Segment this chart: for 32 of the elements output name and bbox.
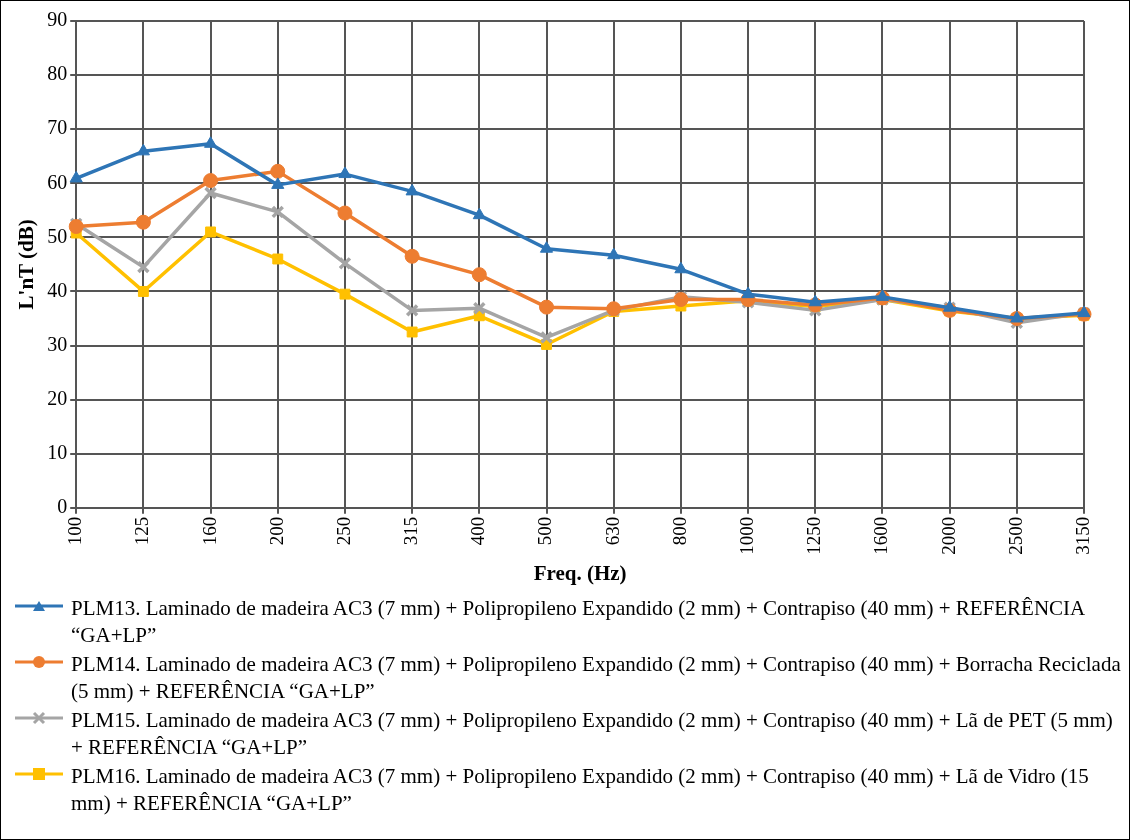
- legend-label: PLM16. Laminado de madeira AC3 (7 mm) + Polipropileno Expandido (2 mm) + Contrapiso (40 mm) + Lã de Vidro (15 mm) + REFERÊNCIA “GA+LP”: [71, 763, 1090, 817]
- x-tick-label: 500: [534, 516, 556, 546]
- x-axis-title: Freq. (Hz): [533, 560, 627, 585]
- x-tick-label: 100: [64, 516, 86, 546]
- legend-label: PLM13. Laminado de madeira AC3 (7 mm) + Polipropileno Expandido (2 mm) + Contrapiso (40 mm) + REFERÊNCIA “GA+LP”: [71, 595, 1086, 649]
- y-tick-label: 10: [47, 440, 68, 463]
- x-tick-label: 1000: [736, 516, 758, 555]
- x-tick-label: 400: [467, 516, 489, 546]
- y-tick-label: 40: [47, 278, 68, 301]
- legend-label: PLM14. Laminado de madeira AC3 (7 mm) + Polipropileno Expandido (2 mm) + Contrapiso (40 mm) + Borracha Reciclada (5 mm) + REFERÊNCIA “GA+LP”: [71, 651, 1121, 705]
- y-axis-title: L'nT (dB): [14, 219, 39, 310]
- x-tick-label: 630: [601, 516, 623, 546]
- legend-label: PLM15. Laminado de madeira AC3 (7 mm) + Polipropileno Expandido (2 mm) + Contrapiso (40 mm) + Lã de PET (5 mm) + REFERÊNCIA “GA+LP”: [71, 707, 1114, 761]
- x-tick-label: 2500: [1004, 516, 1026, 555]
- y-tick-label: 70: [47, 116, 68, 139]
- y-tick-label: 90: [47, 8, 68, 31]
- y-tick-label: 50: [47, 224, 68, 247]
- x-tick-label: 125: [131, 516, 153, 546]
- y-tick-label: 0: [57, 495, 68, 518]
- x-tick-label: 315: [400, 516, 422, 546]
- x-tick-label: 250: [332, 516, 354, 546]
- x-tick-label: 1600: [870, 516, 892, 555]
- x-tick-label: 3150: [1071, 516, 1093, 555]
- y-tick-label: 60: [47, 170, 68, 193]
- x-tick-label: 200: [265, 516, 287, 546]
- x-tick-label: 800: [668, 516, 690, 546]
- y-tick-label: 30: [47, 332, 68, 355]
- y-tick-label: 80: [47, 62, 68, 85]
- y-tick-label: 20: [47, 386, 68, 409]
- x-tick-label: 2000: [937, 516, 959, 555]
- x-tick-label: 1250: [803, 516, 825, 555]
- x-tick-label: 160: [198, 516, 220, 546]
